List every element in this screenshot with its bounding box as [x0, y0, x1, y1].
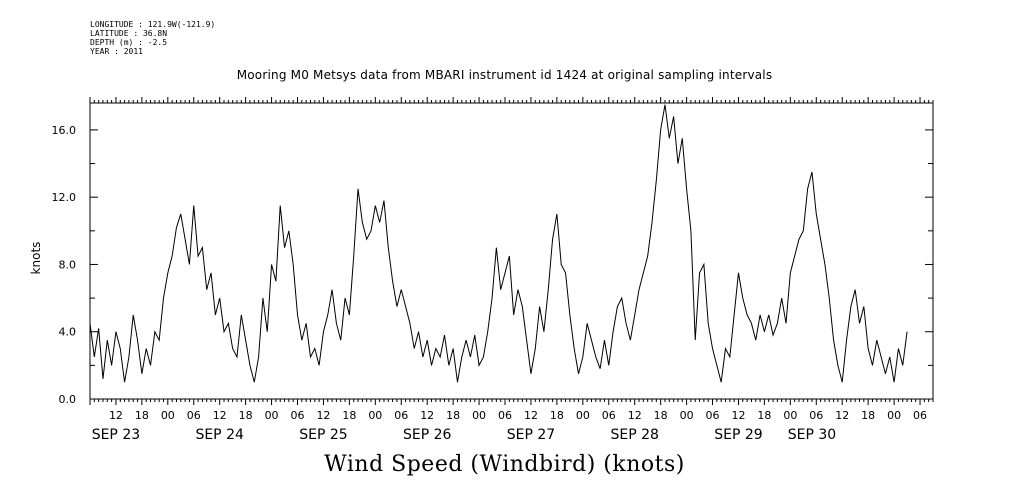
- x-date-label: SEP 23: [92, 427, 140, 443]
- x-date-label: SEP 30: [788, 427, 836, 443]
- x-hour-label: 12: [109, 409, 123, 422]
- series-layer: [89, 104, 908, 383]
- wind-speed-series-line: [89, 104, 908, 383]
- x-date-label: SEP 26: [403, 427, 452, 443]
- x-hour-label: 06: [602, 409, 616, 422]
- depth-text: DEPTH (m) : -2.5: [90, 38, 168, 47]
- y-tick-label: 0.0: [59, 393, 77, 406]
- x-hour-label: 18: [446, 409, 460, 422]
- latitude-text: LATITUDE : 36.8N: [90, 29, 168, 38]
- x-date-label: SEP 28: [610, 427, 658, 443]
- x-date-label: SEP 27: [507, 427, 555, 443]
- x-hour-label: 06: [809, 409, 823, 422]
- x-hour-label: 18: [550, 409, 564, 422]
- y-axis-label: knots: [29, 242, 43, 275]
- x-hour-label: 00: [161, 409, 175, 422]
- variable-title: Wind Speed (Windbird) (knots): [324, 452, 685, 477]
- x-date-label: SEP 24: [195, 427, 244, 443]
- x-date-label: SEP 25: [299, 427, 347, 443]
- x-hour-label: 06: [291, 409, 305, 422]
- x-hour-label: 00: [783, 409, 797, 422]
- x-hour-label: 12: [628, 409, 642, 422]
- x-hour-label: 00: [265, 409, 279, 422]
- x-hour-label: 00: [472, 409, 486, 422]
- x-axis: 12 18 00 06 12 18 00 06 12 18 00 06 12 18 00 06 12 18 00 06…: [89, 97, 934, 443]
- x-hour-label: 12: [835, 409, 849, 422]
- y-tick-label: 8.0: [59, 258, 77, 271]
- x-hour-label: 06: [187, 409, 201, 422]
- x-hour-label: 12: [731, 409, 745, 422]
- chart-title: Mooring M0 Metsys data from MBARI instru…: [236, 68, 773, 82]
- x-hour-label: 12: [316, 409, 330, 422]
- x-hour-label: 18: [757, 409, 771, 422]
- x-hour-label: 12: [420, 409, 434, 422]
- x-hour-label: 18: [654, 409, 668, 422]
- x-hour-label: 00: [680, 409, 694, 422]
- x-hour-label: 12: [524, 409, 538, 422]
- x-date-label: SEP 29: [714, 427, 762, 443]
- x-hour-label: 06: [706, 409, 720, 422]
- x-hour-label: 00: [887, 409, 901, 422]
- plot-frame: [89, 102, 934, 400]
- mooring-metadata: LONGITUDE : 121.9W(-121.9) LATITUDE : 36…: [90, 20, 215, 56]
- x-hour-label: 06: [498, 409, 512, 422]
- x-hour-label: 00: [368, 409, 382, 422]
- x-hour-label: 00: [576, 409, 590, 422]
- longitude-text: LONGITUDE : 121.9W(-121.9): [90, 20, 216, 29]
- x-hour-label: 06: [913, 409, 927, 422]
- x-hour-label: 12: [213, 409, 227, 422]
- y-axis: 0.0 4.0 8.0 12.0 16.0: [52, 124, 933, 406]
- x-hour-label: 06: [394, 409, 408, 422]
- x-hour-label: 18: [239, 409, 253, 422]
- x-hour-label: 18: [861, 409, 875, 422]
- y-tick-label: 16.0: [52, 124, 77, 137]
- y-tick-label: 4.0: [59, 326, 77, 339]
- x-hour-label: 18: [342, 409, 356, 422]
- y-tick-label: 12.0: [52, 191, 77, 204]
- year-text: YEAR : 2011: [90, 47, 143, 56]
- x-hour-label: 18: [135, 409, 149, 422]
